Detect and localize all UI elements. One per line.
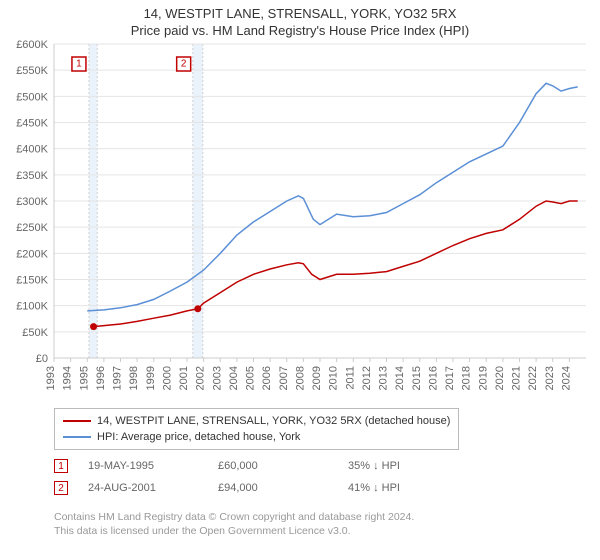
sale-row: 2 24-AUG-2001£94,00041% ↓ HPI	[54, 477, 478, 499]
svg-text:2010: 2010	[328, 366, 340, 390]
sale-marker: 1	[54, 459, 68, 473]
svg-text:2024: 2024	[560, 366, 572, 390]
svg-text:2017: 2017	[444, 366, 456, 390]
sale-date: 19-MAY-1995	[88, 460, 218, 472]
svg-text:1996: 1996	[95, 366, 107, 390]
svg-text:£200K: £200K	[16, 248, 48, 260]
svg-text:1995: 1995	[78, 366, 90, 390]
svg-text:£150K: £150K	[16, 275, 48, 287]
chart-title: 14, WESTPIT LANE, STRENSALL, YORK, YO32 …	[0, 6, 600, 21]
legend-item: HPI: Average price, detached house, York	[63, 429, 450, 445]
svg-text:2000: 2000	[161, 366, 173, 390]
sale-date: 24-AUG-2001	[88, 482, 218, 494]
svg-text:1998: 1998	[128, 366, 140, 390]
svg-text:2013: 2013	[378, 366, 390, 390]
svg-text:£0: £0	[36, 353, 48, 365]
svg-text:1997: 1997	[112, 366, 124, 390]
svg-text:£350K: £350K	[16, 170, 48, 182]
svg-text:2003: 2003	[211, 366, 223, 390]
svg-text:2023: 2023	[544, 366, 556, 390]
footer-line-1: Contains HM Land Registry data © Crown c…	[54, 510, 414, 524]
svg-text:2: 2	[181, 59, 187, 70]
svg-text:£400K: £400K	[16, 144, 48, 156]
line-chart: £0 £50K £100K £150K £200K £250K £300K £350K £400…	[0, 38, 600, 398]
svg-text:£300K: £300K	[16, 196, 48, 208]
sale-delta: 35% ↓ HPI	[348, 460, 478, 472]
sale-price: £94,000	[218, 482, 348, 494]
footer-line-2: This data is licensed under the Open Gov…	[54, 524, 414, 538]
sale-marker: 2	[54, 481, 68, 495]
legend-item: 14, WESTPIT LANE, STRENSALL, YORK, YO32 …	[63, 413, 450, 429]
svg-text:2012: 2012	[361, 366, 373, 390]
svg-text:2018: 2018	[461, 366, 473, 390]
svg-text:1994: 1994	[62, 366, 74, 390]
svg-text:£600K: £600K	[16, 39, 48, 51]
svg-text:2009: 2009	[311, 366, 323, 390]
sale-row: 1 19-MAY-1995£60,00035% ↓ HPI	[54, 455, 478, 477]
legend-label: HPI: Average price, detached house, York	[97, 429, 300, 445]
svg-text:2020: 2020	[494, 366, 506, 390]
attribution-footer: Contains HM Land Registry data © Crown c…	[54, 510, 414, 538]
legend-swatch	[63, 436, 91, 438]
svg-text:2014: 2014	[394, 366, 406, 390]
svg-text:£450K: £450K	[16, 118, 48, 130]
svg-text:2008: 2008	[294, 366, 306, 390]
svg-text:2016: 2016	[427, 366, 439, 390]
svg-text:£250K: £250K	[16, 222, 48, 234]
sale-price: £60,000	[218, 460, 348, 472]
svg-text:2005: 2005	[245, 366, 257, 390]
sale-delta: 41% ↓ HPI	[348, 482, 478, 494]
chart-subtitle: Price paid vs. HM Land Registry's House …	[0, 23, 600, 38]
svg-text:2006: 2006	[261, 366, 273, 390]
chart-area: £0 £50K £100K £150K £200K £250K £300K £350K £400…	[0, 38, 600, 398]
legend-label: 14, WESTPIT LANE, STRENSALL, YORK, YO32 …	[97, 413, 450, 429]
svg-text:2011: 2011	[344, 366, 356, 390]
svg-text:£50K: £50K	[22, 327, 48, 339]
svg-text:2022: 2022	[527, 366, 539, 390]
legend-swatch	[63, 420, 91, 422]
svg-text:1993: 1993	[45, 366, 57, 390]
legend: 14, WESTPIT LANE, STRENSALL, YORK, YO32 …	[54, 408, 459, 450]
svg-text:2001: 2001	[178, 366, 190, 390]
svg-text:£550K: £550K	[16, 65, 48, 77]
svg-text:2002: 2002	[195, 366, 207, 390]
svg-text:1999: 1999	[145, 366, 157, 390]
svg-text:£100K: £100K	[16, 301, 48, 313]
svg-text:£500K: £500K	[16, 91, 48, 103]
svg-text:1: 1	[76, 59, 82, 70]
sales-table: 1 19-MAY-1995£60,00035% ↓ HPI 2 24-AUG-2001…	[54, 455, 478, 499]
svg-text:2021: 2021	[511, 366, 523, 390]
svg-text:2019: 2019	[477, 366, 489, 390]
svg-text:2004: 2004	[228, 366, 240, 390]
svg-text:2007: 2007	[278, 366, 290, 390]
svg-text:2015: 2015	[411, 366, 423, 390]
